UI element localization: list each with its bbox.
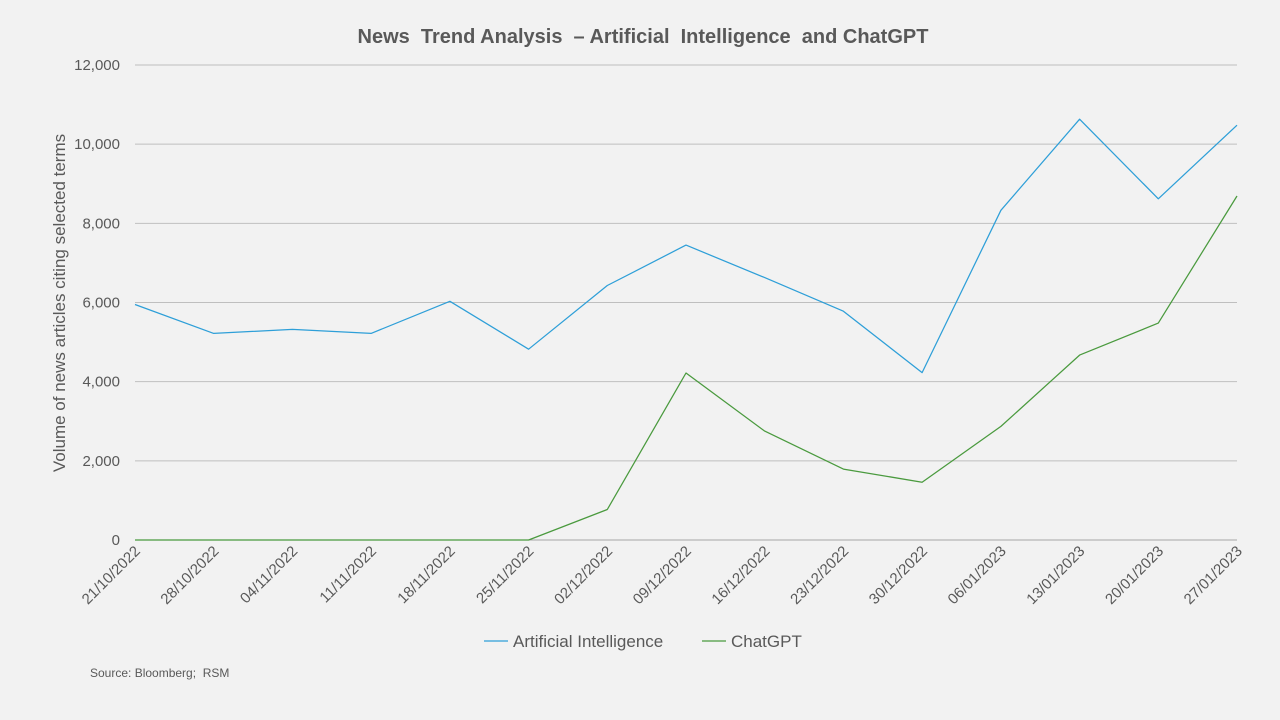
x-tick-label: 27/01/2023 (1181, 543, 1246, 608)
y-tick-label: 8,000 (82, 215, 120, 232)
x-tick-label: 02/12/2022 (551, 543, 616, 608)
chart-title: News Trend Analysis – Artificial Intelli… (358, 26, 929, 48)
x-axis-ticks: 21/10/2022 28/10/2022 04/11/2022 11/11/2022… (79, 543, 1246, 608)
legend: Artificial Intelligence ChatGPT (484, 632, 802, 651)
x-tick-label: 13/01/2023 (1023, 543, 1088, 608)
x-tick-label: 21/10/2022 (79, 543, 144, 608)
x-tick-label: 28/10/2022 (157, 543, 222, 608)
y-tick-label: 12,000 (74, 57, 120, 74)
gridlines (135, 64, 1237, 541)
series-line-0 (134, 118, 1238, 374)
x-tick-label: 20/01/2023 (1102, 543, 1167, 608)
x-tick-label: 30/12/2022 (866, 543, 931, 608)
legend-label: ChatGPT (731, 632, 802, 651)
x-tick-label: 09/12/2022 (630, 543, 695, 608)
x-tick-label: 04/11/2022 (237, 543, 301, 607)
series-lines (134, 118, 1238, 541)
x-tick-label: 23/12/2022 (787, 543, 852, 608)
y-tick-label: 4,000 (82, 374, 120, 391)
x-tick-label: 11/11/2022 (316, 543, 380, 607)
x-tick-label: 25/11/2022 (473, 543, 537, 607)
y-tick-label: 10,000 (74, 136, 120, 153)
source-note: Source: Bloomberg; RSM (90, 666, 230, 680)
x-tick-label: 16/12/2022 (708, 543, 773, 608)
y-tick-label: 6,000 (82, 295, 120, 312)
y-tick-label: 2,000 (82, 453, 120, 470)
series-line-1 (135, 195, 1238, 541)
y-tick-label: 0 (112, 532, 120, 549)
legend-label: Artificial Intelligence (513, 632, 663, 651)
y-axis-title: Volume of news articles citing selected … (50, 134, 69, 472)
x-tick-label: 18/11/2022 (394, 543, 458, 607)
x-tick-label: 06/01/2023 (945, 543, 1010, 608)
y-axis-ticks: 0 2,000 4,000 6,000 8,000 10,000 12,000 (74, 57, 120, 549)
